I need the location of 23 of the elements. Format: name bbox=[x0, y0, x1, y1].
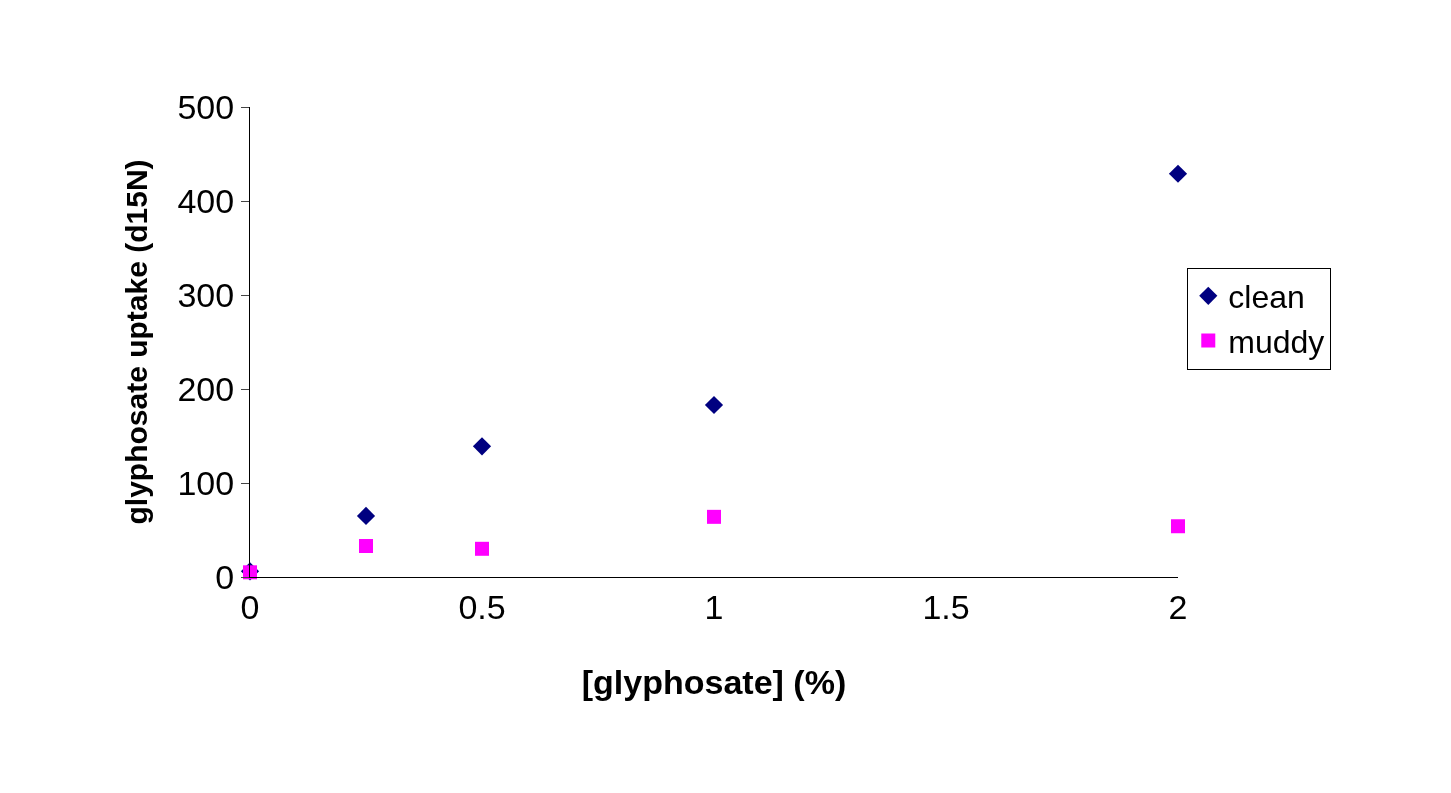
x-tick-label: 1 bbox=[704, 587, 724, 626]
legend-label: muddy bbox=[1228, 323, 1325, 360]
y-tick-label: 500 bbox=[177, 87, 235, 126]
point bbox=[707, 509, 721, 524]
y-tick-label: 200 bbox=[177, 369, 235, 408]
y-tick-label: 300 bbox=[177, 275, 235, 314]
x-tick-label: 1.5 bbox=[922, 587, 970, 626]
x-tick-label: 2 bbox=[1168, 587, 1188, 626]
x-axis-title: [glyphosate] (%) bbox=[581, 663, 847, 702]
point bbox=[1171, 519, 1185, 534]
point bbox=[1168, 164, 1188, 183]
point bbox=[475, 541, 489, 556]
y-tick-label: 400 bbox=[177, 181, 235, 220]
legend-label: clean bbox=[1228, 279, 1305, 316]
x-tick-label: 0 bbox=[240, 587, 260, 626]
point bbox=[359, 538, 373, 553]
y-tick-label: 100 bbox=[177, 463, 235, 502]
point bbox=[472, 437, 492, 456]
point bbox=[356, 506, 376, 525]
point bbox=[704, 395, 724, 415]
y-axis-title: glyphosate uptake (d15N) bbox=[120, 159, 154, 525]
y-tick-label: 0 bbox=[215, 557, 235, 596]
x-tick-label: 0.5 bbox=[458, 587, 506, 626]
